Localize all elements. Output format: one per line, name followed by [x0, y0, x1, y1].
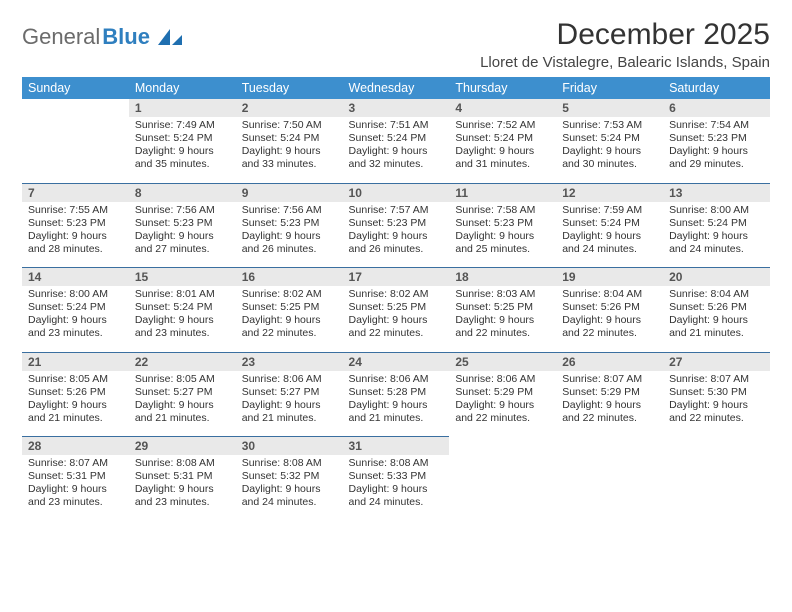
day-detail-cell: Sunrise: 8:00 AMSunset: 5:24 PMDaylight:…: [22, 286, 129, 352]
day-detail-cell: Sunrise: 7:57 AMSunset: 5:23 PMDaylight:…: [343, 202, 450, 268]
weekday-header-row: SundayMondayTuesdayWednesdayThursdayFrid…: [22, 77, 770, 99]
calendar-table: SundayMondayTuesdayWednesdayThursdayFrid…: [22, 77, 770, 521]
day-detail-cell: Sunrise: 7:56 AMSunset: 5:23 PMDaylight:…: [129, 202, 236, 268]
location-subtitle: Lloret de Vistalegre, Balearic Islands, …: [480, 54, 770, 71]
day-detail-cell: Sunrise: 7:50 AMSunset: 5:24 PMDaylight:…: [236, 117, 343, 183]
day-number-cell: [449, 437, 556, 456]
day-number-cell: 30: [236, 437, 343, 456]
logo-word-2: Blue: [102, 24, 150, 50]
day-number-cell: 29: [129, 437, 236, 456]
weekday-header-cell: Tuesday: [236, 77, 343, 99]
day-number-cell: 13: [663, 183, 770, 202]
day-detail-cell: Sunrise: 8:02 AMSunset: 5:25 PMDaylight:…: [343, 286, 450, 352]
day-number-cell: 28: [22, 437, 129, 456]
day-number-cell: 25: [449, 352, 556, 371]
logo-word-1: General: [22, 24, 100, 50]
day-number-cell: 20: [663, 268, 770, 287]
day-number-cell: 31: [343, 437, 450, 456]
day-number-cell: 10: [343, 183, 450, 202]
day-detail-cell: Sunrise: 7:55 AMSunset: 5:23 PMDaylight:…: [22, 202, 129, 268]
day-detail-cell: Sunrise: 8:07 AMSunset: 5:29 PMDaylight:…: [556, 371, 663, 437]
day-detail-cell: Sunrise: 8:05 AMSunset: 5:27 PMDaylight:…: [129, 371, 236, 437]
day-number-cell: [663, 437, 770, 456]
day-detail-cell: Sunrise: 8:07 AMSunset: 5:31 PMDaylight:…: [22, 455, 129, 521]
day-number-cell: 21: [22, 352, 129, 371]
day-number-cell: 2: [236, 99, 343, 117]
weekday-header-cell: Sunday: [22, 77, 129, 99]
day-number-cell: 17: [343, 268, 450, 287]
day-number-cell: [22, 99, 129, 117]
day-detail-cell: Sunrise: 8:05 AMSunset: 5:26 PMDaylight:…: [22, 371, 129, 437]
day-detail-cell: Sunrise: 7:56 AMSunset: 5:23 PMDaylight:…: [236, 202, 343, 268]
day-detail-cell: Sunrise: 8:04 AMSunset: 5:26 PMDaylight:…: [556, 286, 663, 352]
day-number-cell: 9: [236, 183, 343, 202]
day-number-cell: 3: [343, 99, 450, 117]
day-detail-row: Sunrise: 8:07 AMSunset: 5:31 PMDaylight:…: [22, 455, 770, 521]
day-detail-cell: Sunrise: 8:01 AMSunset: 5:24 PMDaylight:…: [129, 286, 236, 352]
day-number-cell: 5: [556, 99, 663, 117]
day-number-cell: 15: [129, 268, 236, 287]
day-detail-cell: Sunrise: 8:06 AMSunset: 5:29 PMDaylight:…: [449, 371, 556, 437]
day-detail-cell: Sunrise: 8:08 AMSunset: 5:31 PMDaylight:…: [129, 455, 236, 521]
day-detail-cell: Sunrise: 8:06 AMSunset: 5:27 PMDaylight:…: [236, 371, 343, 437]
day-detail-cell: [22, 117, 129, 183]
day-detail-row: Sunrise: 7:55 AMSunset: 5:23 PMDaylight:…: [22, 202, 770, 268]
weekday-header-cell: Wednesday: [343, 77, 450, 99]
day-number-cell: 18: [449, 268, 556, 287]
day-detail-cell: [663, 455, 770, 521]
day-detail-cell: Sunrise: 7:51 AMSunset: 5:24 PMDaylight:…: [343, 117, 450, 183]
day-number-row: 28293031: [22, 437, 770, 456]
day-detail-row: Sunrise: 7:49 AMSunset: 5:24 PMDaylight:…: [22, 117, 770, 183]
header-row: GeneralBlue December 2025 Lloret de Vist…: [22, 18, 770, 71]
day-number-cell: 6: [663, 99, 770, 117]
day-number-cell: 7: [22, 183, 129, 202]
weekday-header-cell: Friday: [556, 77, 663, 99]
logo: GeneralBlue: [22, 18, 184, 50]
day-detail-cell: Sunrise: 8:06 AMSunset: 5:28 PMDaylight:…: [343, 371, 450, 437]
day-detail-cell: Sunrise: 7:58 AMSunset: 5:23 PMDaylight:…: [449, 202, 556, 268]
day-detail-cell: Sunrise: 8:08 AMSunset: 5:33 PMDaylight:…: [343, 455, 450, 521]
day-detail-cell: Sunrise: 7:53 AMSunset: 5:24 PMDaylight:…: [556, 117, 663, 183]
weekday-header-cell: Monday: [129, 77, 236, 99]
day-number-cell: 8: [129, 183, 236, 202]
day-number-cell: 14: [22, 268, 129, 287]
day-number-cell: 4: [449, 99, 556, 117]
day-number-row: 21222324252627: [22, 352, 770, 371]
day-detail-cell: Sunrise: 7:59 AMSunset: 5:24 PMDaylight:…: [556, 202, 663, 268]
day-number-cell: 1: [129, 99, 236, 117]
logo-sail-icon: [156, 27, 184, 47]
day-number-cell: 16: [236, 268, 343, 287]
day-detail-cell: Sunrise: 8:03 AMSunset: 5:25 PMDaylight:…: [449, 286, 556, 352]
day-detail-cell: Sunrise: 7:49 AMSunset: 5:24 PMDaylight:…: [129, 117, 236, 183]
weekday-header-cell: Saturday: [663, 77, 770, 99]
day-number-row: 14151617181920: [22, 268, 770, 287]
weekday-header-cell: Thursday: [449, 77, 556, 99]
day-detail-cell: Sunrise: 7:54 AMSunset: 5:23 PMDaylight:…: [663, 117, 770, 183]
day-number-cell: 24: [343, 352, 450, 371]
page-title: December 2025: [480, 18, 770, 52]
title-block: December 2025 Lloret de Vistalegre, Bale…: [480, 18, 770, 71]
day-detail-cell: Sunrise: 8:00 AMSunset: 5:24 PMDaylight:…: [663, 202, 770, 268]
day-detail-cell: [449, 455, 556, 521]
day-number-cell: [556, 437, 663, 456]
day-detail-cell: Sunrise: 8:02 AMSunset: 5:25 PMDaylight:…: [236, 286, 343, 352]
day-detail-cell: Sunrise: 8:04 AMSunset: 5:26 PMDaylight:…: [663, 286, 770, 352]
day-detail-cell: Sunrise: 8:08 AMSunset: 5:32 PMDaylight:…: [236, 455, 343, 521]
day-number-cell: 19: [556, 268, 663, 287]
day-number-row: 78910111213: [22, 183, 770, 202]
day-number-cell: 27: [663, 352, 770, 371]
day-number-cell: 11: [449, 183, 556, 202]
day-detail-cell: [556, 455, 663, 521]
day-detail-cell: Sunrise: 7:52 AMSunset: 5:24 PMDaylight:…: [449, 117, 556, 183]
day-number-cell: 22: [129, 352, 236, 371]
day-number-cell: 26: [556, 352, 663, 371]
day-number-row: 123456: [22, 99, 770, 117]
day-number-cell: 23: [236, 352, 343, 371]
day-detail-row: Sunrise: 8:00 AMSunset: 5:24 PMDaylight:…: [22, 286, 770, 352]
day-number-cell: 12: [556, 183, 663, 202]
day-detail-row: Sunrise: 8:05 AMSunset: 5:26 PMDaylight:…: [22, 371, 770, 437]
day-detail-cell: Sunrise: 8:07 AMSunset: 5:30 PMDaylight:…: [663, 371, 770, 437]
